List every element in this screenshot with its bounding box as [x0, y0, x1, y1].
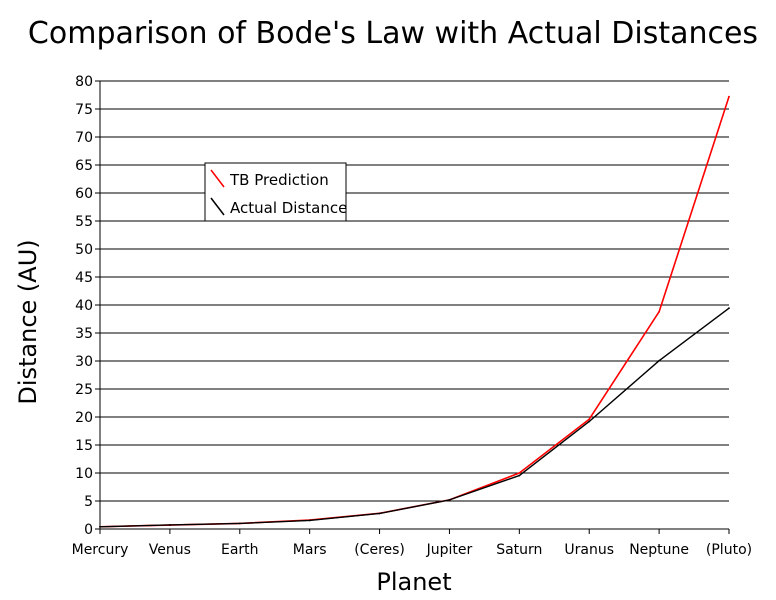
x-axis-title: Planet [376, 568, 451, 596]
legend-swatch-tb-prediction [210, 169, 225, 188]
legend-swatch-actual-distance [210, 197, 225, 216]
y-tick-label: 35 [75, 326, 93, 342]
y-tick-label: 70 [75, 130, 93, 146]
data-point-actual-distance [168, 524, 171, 526]
data-point-tb-prediction [518, 472, 521, 474]
gridlines [100, 80, 729, 502]
x-axis-ticks: Mercury Venus Earth Mars (Ceres) Jupiter Satur… [72, 529, 752, 558]
chart-title: Comparison of Bode's Law with Actual Dis… [28, 16, 758, 51]
x-tick-label: Venus [149, 542, 191, 558]
data-point-actual-distance [518, 474, 521, 477]
data-point-actual-distance [658, 359, 661, 362]
y-tick-label: 40 [75, 298, 93, 314]
y-tick-label: 0 [84, 522, 93, 538]
data-point-actual-distance [378, 512, 381, 515]
x-tick-label: Uranus [564, 542, 614, 558]
y-tick-label: 55 [75, 214, 93, 230]
y-tick-label: 25 [75, 382, 93, 398]
x-tick-label: Jupiter [426, 542, 473, 558]
data-point-actual-distance [308, 519, 311, 522]
y-tick-label: 45 [75, 270, 93, 286]
y-tick-label: 80 [75, 74, 93, 90]
data-point-actual-distance [99, 525, 101, 528]
x-tick-label: Earth [221, 542, 259, 558]
y-tick-label: 10 [75, 466, 93, 482]
y-tick-label: 60 [75, 186, 93, 202]
x-tick-label: (Ceres) [354, 542, 405, 558]
x-tick-label: Mercury [72, 542, 129, 558]
legend: TB Prediction Actual Distance [204, 162, 347, 222]
data-point-tb-prediction [658, 310, 661, 313]
x-tick-label: Saturn [496, 542, 542, 558]
y-tick-label: 15 [75, 438, 93, 454]
data-point-actual-distance [238, 522, 241, 525]
x-tick-label: (Pluto) [706, 542, 752, 558]
data-point-actual-distance [588, 420, 591, 423]
y-tick-label: 5 [84, 494, 93, 510]
legend-label-tb-prediction: TB Prediction [229, 171, 329, 189]
legend-box [204, 162, 347, 222]
data-point-actual-distance [728, 307, 730, 310]
series-layer [99, 95, 730, 528]
y-tick-label: 20 [75, 410, 93, 426]
legend-label-actual-distance: Actual Distance [230, 199, 347, 217]
series-line-tb-prediction [99, 96, 730, 528]
series-line-actual-distance [99, 307, 730, 528]
y-tick-label: 65 [75, 158, 93, 174]
x-tick-label: Mars [293, 542, 327, 558]
y-axis-title: Distance (AU) [14, 239, 42, 404]
y-tick-label: 75 [75, 102, 93, 118]
y-axis-ticks: 0 5 10 15 20 25 30 35 40 45 50 55 60 65 70 75 80 [75, 74, 100, 538]
x-tick-label: Neptune [629, 542, 689, 558]
data-point-actual-distance [448, 498, 451, 501]
y-tick-label: 50 [75, 242, 93, 258]
y-tick-label: 30 [75, 354, 93, 370]
data-point-tb-prediction [588, 418, 591, 421]
data-point-tb-prediction [728, 95, 730, 98]
